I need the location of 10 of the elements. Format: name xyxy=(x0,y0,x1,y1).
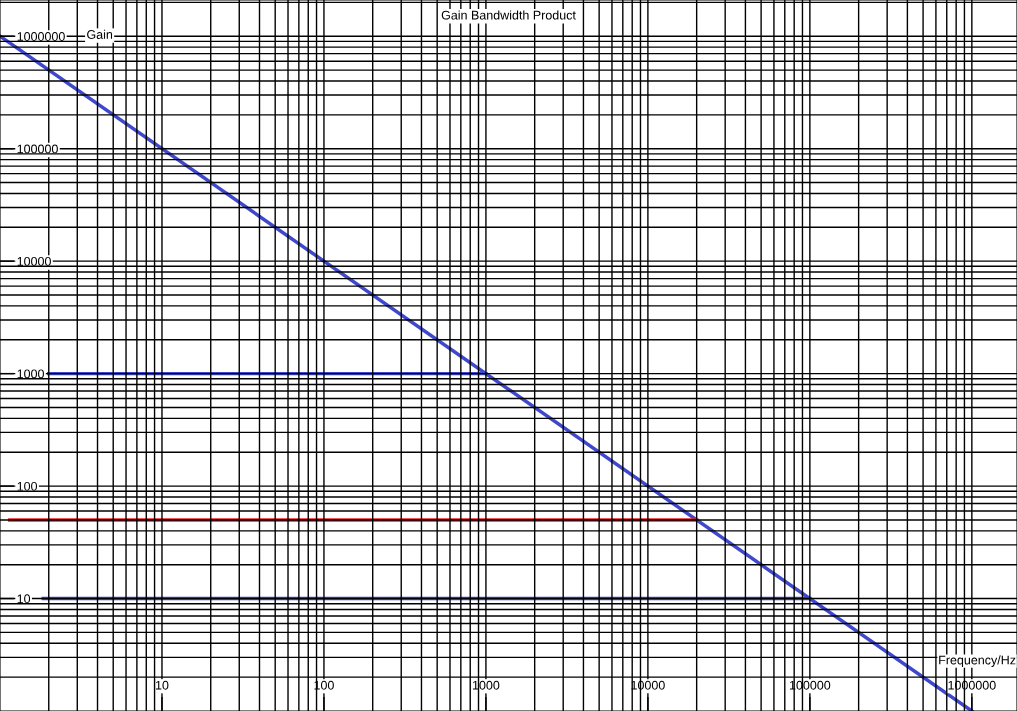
x-tick-label: 10 xyxy=(155,680,169,690)
y-tick-label: 1000 xyxy=(17,369,44,379)
text: Gain Bandwidth Product xyxy=(441,10,576,20)
y-tick-label: 100 xyxy=(17,481,38,491)
y-axis-title: Gain xyxy=(87,29,113,39)
y-tick-label: 1000000 xyxy=(17,32,65,41)
y-tick-label: 10000 xyxy=(17,256,51,266)
x-axis-title: Frequency/Hz xyxy=(939,655,1016,667)
y-tick-label: 10 xyxy=(17,594,31,604)
y-tick-label: 100000 xyxy=(17,144,58,154)
